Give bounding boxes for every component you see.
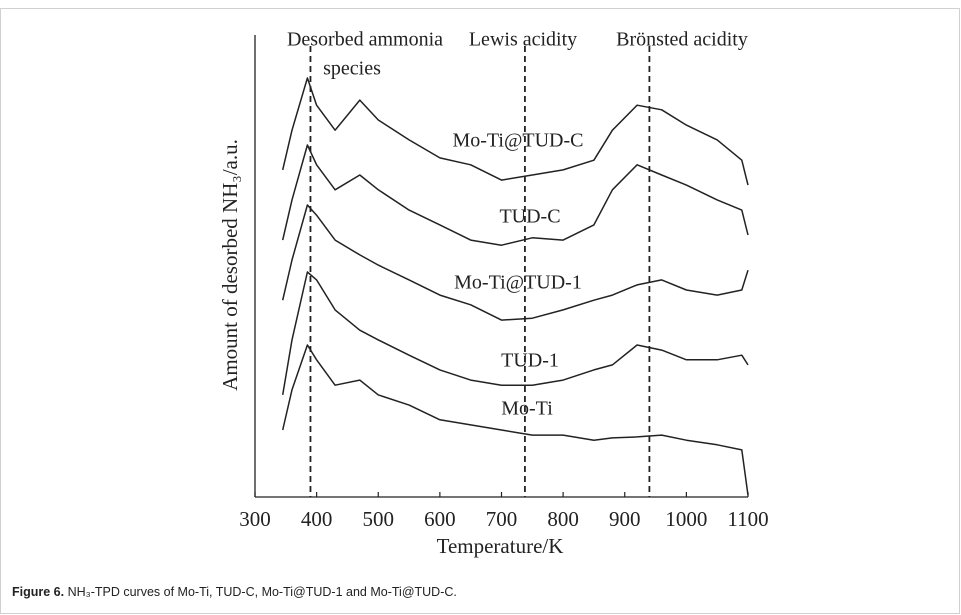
caption-text: NH₃-TPD curves of Mo-Ti, TUD-C, Mo-Ti@TU… [68,585,457,599]
caption-label: Figure 6. [12,585,64,599]
x-tick-label: 700 [486,507,518,531]
x-tick-label: 900 [609,507,641,531]
x-tick-label: 800 [547,507,579,531]
series-label: Mo-Ti@TUD-1 [454,272,582,294]
x-tick-label: 300 [239,507,271,531]
series-line [281,144,749,246]
annotation: species [323,58,381,80]
series-label: Mo-Ti [501,398,553,420]
series-line [281,77,749,186]
x-tick-label: 1100 [727,507,768,531]
annotation: Brönsted acidity [616,29,748,51]
frame [0,8,960,614]
y-axis-label: Amount of desorbed NH₃/a.u. [218,139,242,391]
x-axis-label: Temperature/K [437,534,564,558]
annotation: Desorbed ammonia [287,29,443,51]
caption: Figure 6. NH₃-TPD curves of Mo-Ti, TUD-C… [12,585,457,599]
series-label: TUD-1 [501,350,559,372]
series-line [281,204,749,321]
x-tick-label: 400 [301,507,333,531]
x-tick-label: 1000 [665,507,707,531]
x-tick-label: 600 [424,507,456,531]
series-label: Mo-Ti@TUD-C [452,130,583,152]
annotation: Lewis acidity [469,29,577,51]
series-line [281,344,749,496]
series-line [281,271,749,396]
series-label: TUD-C [499,206,560,228]
x-tick-label: 500 [363,507,395,531]
